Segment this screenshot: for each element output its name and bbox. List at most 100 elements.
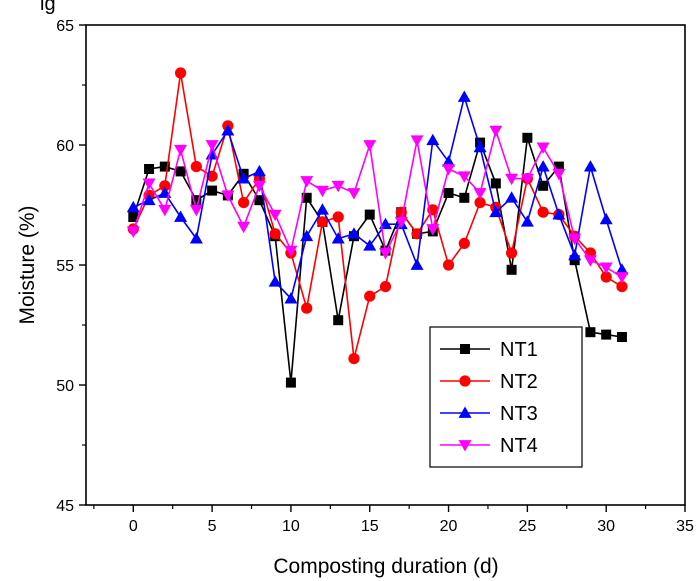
data-point-nt3 [505, 191, 519, 203]
data-point-nt1 [285, 377, 296, 388]
y-tick-label-65: 65 [56, 18, 74, 35]
data-point-nt3 [489, 205, 503, 218]
data-point-nt4 [410, 135, 424, 147]
data-point-nt3 [552, 208, 566, 220]
data-point-nt4 [473, 188, 487, 200]
data-point-nt3 [473, 140, 487, 153]
x-tick-label-30: 30 [597, 518, 615, 535]
data-point-nt3 [221, 124, 235, 136]
legend-marker-nt2 [459, 375, 471, 387]
data-point-nt2 [474, 197, 486, 209]
legend-label-nt4: NT4 [500, 435, 538, 457]
data-point-nt4 [536, 142, 550, 154]
data-point-nt2 [269, 228, 281, 240]
data-point-nt4 [347, 188, 361, 200]
data-point-nt3 [142, 193, 156, 206]
data-point-nt2 [348, 353, 360, 365]
data-point-nt1 [333, 315, 344, 326]
legend-label-nt1: NT1 [500, 339, 538, 361]
series-line-nt4 [132, 127, 623, 278]
data-point-nt3 [457, 90, 471, 102]
data-point-nt3 [426, 133, 440, 146]
data-point-nt4 [489, 125, 503, 138]
data-point-nt3 [410, 258, 424, 270]
data-point-nt4 [599, 262, 613, 274]
data-point-nt1 [490, 178, 501, 189]
data-point-nt4 [331, 180, 345, 193]
data-point-nt3 [174, 210, 188, 222]
data-point-nt3 [252, 164, 266, 177]
data-point-nt4 [520, 173, 534, 186]
x-tick-label-25: 25 [518, 518, 536, 535]
data-point-nt2 [506, 247, 518, 259]
data-point-nt4 [505, 173, 519, 186]
data-point-nt3 [300, 229, 314, 242]
data-point-nt3 [520, 215, 534, 227]
data-point-nt2 [238, 197, 250, 209]
data-point-nt2 [616, 281, 628, 293]
legend-box [429, 326, 583, 468]
data-point-nt4 [252, 180, 266, 193]
y-tick-label-60: 60 [56, 138, 74, 155]
data-point-nt3 [583, 160, 597, 172]
data-point-nt2 [442, 259, 455, 271]
data-point-nt3 [599, 212, 613, 225]
data-point-nt2 [332, 211, 344, 223]
data-point-nt2 [190, 161, 202, 173]
data-point-nt1 [128, 212, 139, 222]
series-line-nt3 [132, 94, 623, 301]
data-point-nt3 [189, 232, 203, 244]
data-point-nt3 [536, 160, 550, 172]
data-point-nt4 [363, 140, 377, 152]
data-point-nt4 [394, 216, 408, 229]
data-point-nt4 [552, 168, 566, 181]
data-point-nt4 [189, 204, 203, 217]
x-tick-label-35: 35 [676, 518, 694, 535]
data-point-nt4 [615, 272, 629, 284]
data-point-nt4 [142, 178, 156, 190]
legend: NT1 NT2 NT3 NT4 [429, 326, 583, 468]
data-point-nt3 [126, 200, 140, 213]
data-point-nt4 [315, 185, 329, 198]
data-point-nt3 [237, 172, 251, 184]
data-point-nt4 [284, 245, 298, 258]
data-point-nt1 [553, 161, 564, 172]
data-point-nt1 [522, 132, 533, 143]
data-point-nt2 [395, 206, 407, 218]
data-point-nt3 [347, 227, 361, 239]
data-point-nt3 [284, 292, 298, 304]
data-point-nt1 [191, 195, 202, 206]
data-point-nt1 [443, 188, 454, 198]
legend-marker-nt4 [458, 440, 472, 452]
data-point-nt1 [159, 161, 170, 172]
data-point-nt4 [442, 164, 456, 176]
x-tick-label-20: 20 [440, 518, 458, 535]
data-point-nt4 [457, 171, 471, 183]
data-point-nt1 [364, 209, 375, 220]
legend-marker-nt3 [458, 406, 472, 418]
data-point-nt2 [600, 271, 612, 283]
data-point-nt3 [568, 248, 582, 261]
data-point-nt2 [364, 290, 376, 302]
data-point-nt1 [506, 264, 517, 275]
data-point-nt4 [426, 224, 440, 236]
legend-label-nt2: NT2 [500, 371, 538, 393]
data-point-nt2 [537, 206, 549, 218]
plot-frame [85, 24, 686, 506]
data-point-nt1 [616, 332, 627, 342]
data-point-nt4 [126, 226, 140, 238]
y-axis-label: Moisture (%) [16, 205, 39, 324]
data-point-nt3 [442, 155, 456, 167]
data-point-nt2 [159, 180, 171, 192]
data-point-nt1 [301, 192, 312, 203]
y-tick-label-45: 45 [56, 498, 74, 515]
data-point-nt4 [568, 233, 582, 246]
data-point-nt3 [268, 275, 282, 287]
data-point-nt3 [315, 203, 329, 215]
data-point-nt1 [538, 180, 549, 191]
data-point-nt4 [174, 144, 188, 157]
x-tick-label-0: 0 [129, 518, 138, 535]
data-point-nt2 [458, 237, 470, 249]
data-point-nt4 [237, 221, 251, 234]
